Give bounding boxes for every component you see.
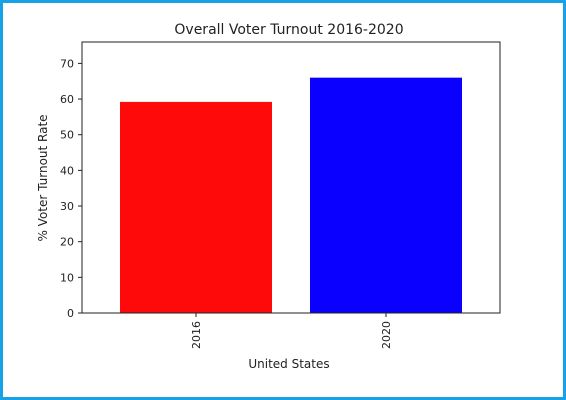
bar-2016 <box>120 101 272 313</box>
y-tick-label: 0 <box>67 307 74 320</box>
y-tick-label: 50 <box>60 129 74 142</box>
axes-frame <box>81 41 501 314</box>
y-tick-label: 60 <box>60 93 74 106</box>
bar-2020 <box>310 77 462 313</box>
y-tick-label: 40 <box>60 164 74 177</box>
plot-area: 0 10 20 30 40 50 60 70 2016 2020 <box>60 41 501 349</box>
chart-title: Overall Voter Turnout 2016-2020 <box>174 22 403 38</box>
x-tick-label: 2020 <box>380 321 393 349</box>
y-tick-label: 30 <box>60 200 74 213</box>
y-tick-label: 10 <box>60 271 74 284</box>
y-tick-label: 70 <box>60 57 74 70</box>
x-tick-label: 2016 <box>190 321 203 349</box>
y-axis-label: % Voter Turnout Rate <box>36 114 50 241</box>
y-tick-label: 20 <box>60 236 74 249</box>
x-axis-label: United States <box>248 357 329 371</box>
